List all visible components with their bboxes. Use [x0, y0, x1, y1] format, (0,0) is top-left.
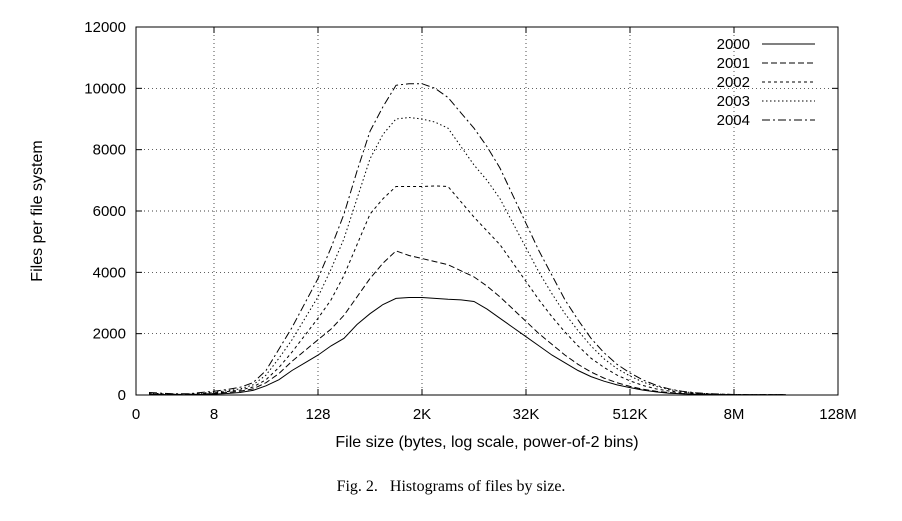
x-tick-label: 2K	[413, 406, 431, 423]
histogram-chart: 0 2000 4000 6000 8000 10000 12000 0 8 128 2K 32K 512…	[29, 19, 857, 451]
series-line-2002	[148, 185, 786, 396]
series-lines	[148, 83, 786, 396]
legend-label-2000: 2000	[717, 36, 750, 53]
y-tick-label: 6000	[93, 203, 126, 220]
y-tick-label: 8000	[93, 142, 126, 159]
legend-label-2003: 2003	[717, 93, 750, 110]
legend-label-2002: 2002	[717, 74, 750, 91]
x-tick-label: 0	[132, 406, 140, 423]
legend-label-2004: 2004	[717, 112, 750, 129]
y-tick-label: 4000	[93, 264, 126, 281]
series-line-2001	[148, 250, 786, 396]
x-tick-label: 8	[210, 406, 218, 423]
legend: 2000 2001 2002 2003 2004	[717, 36, 815, 129]
grid-lines	[136, 27, 838, 395]
y-tick-label: 0	[118, 387, 126, 404]
y-tick-label: 2000	[93, 326, 126, 343]
x-tick-label: 8M	[724, 406, 745, 423]
x-tick-label: 512K	[612, 406, 647, 423]
series-line-2000	[148, 297, 786, 396]
y-tick-label: 10000	[84, 80, 126, 97]
series-line-2003	[148, 116, 786, 396]
y-tick-label: 12000	[84, 19, 126, 36]
y-axis-label: Files per file system	[29, 140, 46, 281]
x-tick-label: 128M	[819, 406, 857, 423]
axis-ticks: 0 2000 4000 6000 8000 10000 12000 0 8 128 2K 32K 512…	[84, 19, 856, 423]
figure-caption: Fig. 2. Histograms of files by size.	[336, 478, 566, 495]
x-tick-label: 32K	[513, 406, 540, 423]
legend-label-2001: 2001	[717, 55, 750, 72]
x-axis-label: File size (bytes, log scale, power-of-2 …	[335, 434, 638, 451]
x-tick-label: 128	[305, 406, 330, 423]
series-line-2004	[148, 83, 786, 396]
